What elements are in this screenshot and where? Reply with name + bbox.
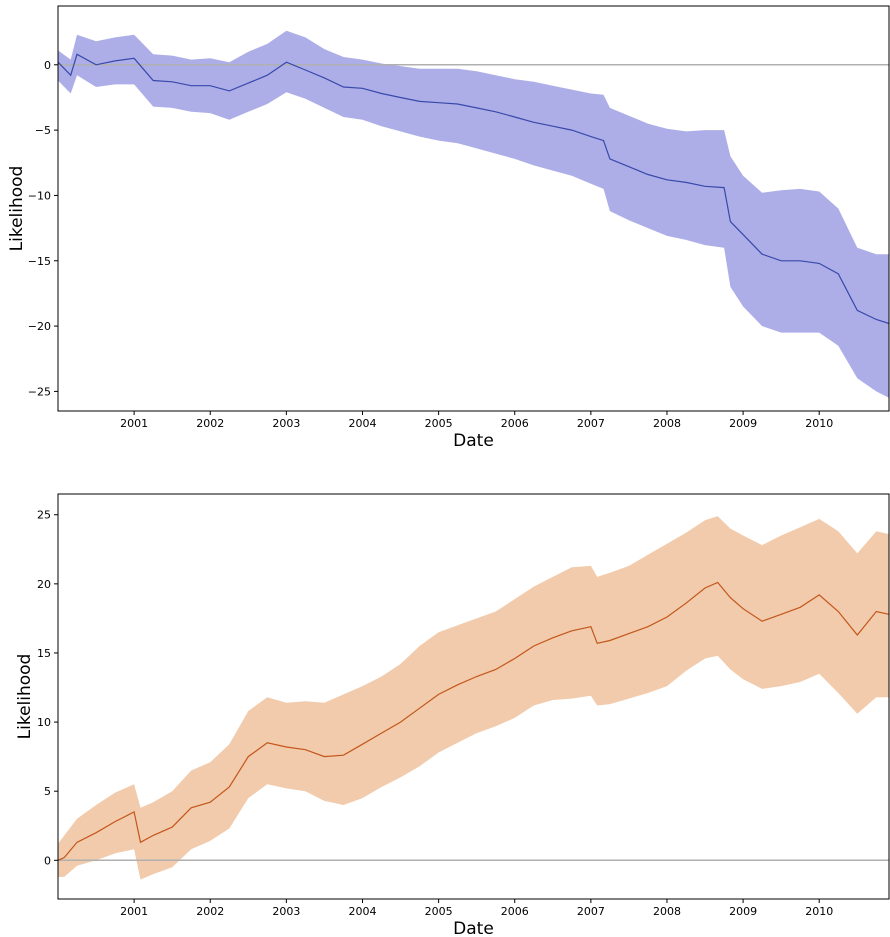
plot-frame [57,493,890,900]
x-tick-label: 2010 [805,905,833,918]
x-tick-label: 2001 [120,417,148,430]
x-tick-label: 2010 [805,417,833,430]
likelihood-line [57,581,890,861]
confidence-band [58,30,889,398]
top-likelihood-chart: Date Likelihood 2001 2002 2003 2004 2005 2006… [7,5,890,451]
x-tick-label: 2003 [272,905,300,918]
likelihood-line [57,53,890,325]
x-tick-label: 2001 [120,905,148,918]
y-tick-label: 0 [44,59,51,72]
x-tick-label: 2002 [196,417,224,430]
y-tick-label: −25 [28,385,51,398]
plot-frame [57,5,890,412]
bottom-likelihood-chart: Date Likelihood 2001 2002 2003 2004 2005 2006… [15,493,890,937]
y-tick-label: −5 [35,124,51,137]
y-tick-label: −10 [28,189,51,202]
y-tick-label: 25 [37,509,51,522]
x-tick-label: 2003 [272,417,300,430]
y-tick-label: 5 [44,785,51,798]
y-axis-label: Likelihood [7,166,27,252]
x-tick-label: 2002 [196,905,224,918]
y-tick-label: −20 [28,320,51,333]
y-tick-label: 0 [44,854,51,867]
x-tick-label: 2007 [577,905,605,918]
x-tick-label: 2008 [653,905,681,918]
x-tick-label: 2005 [425,905,453,918]
x-axis-label: Date [453,919,494,937]
x-tick-label: 2007 [577,417,605,430]
x-tick-label: 2004 [348,417,376,430]
confidence-band [58,516,889,880]
y-axis-label: Likelihood [15,654,35,740]
x-tick-label: 2008 [653,417,681,430]
x-tick-label: 2004 [348,905,376,918]
x-tick-label: 2009 [729,905,757,918]
x-tick-label: 2006 [501,417,529,430]
y-tick-label: −15 [28,255,51,268]
x-axis-label: Date [453,431,494,451]
y-tick-label: 20 [37,578,51,591]
x-tick-label: 2005 [425,417,453,430]
y-tick-label: 15 [37,647,51,660]
y-tick-label: 10 [37,716,51,729]
x-tick-label: 2006 [501,905,529,918]
x-tick-label: 2009 [729,417,757,430]
